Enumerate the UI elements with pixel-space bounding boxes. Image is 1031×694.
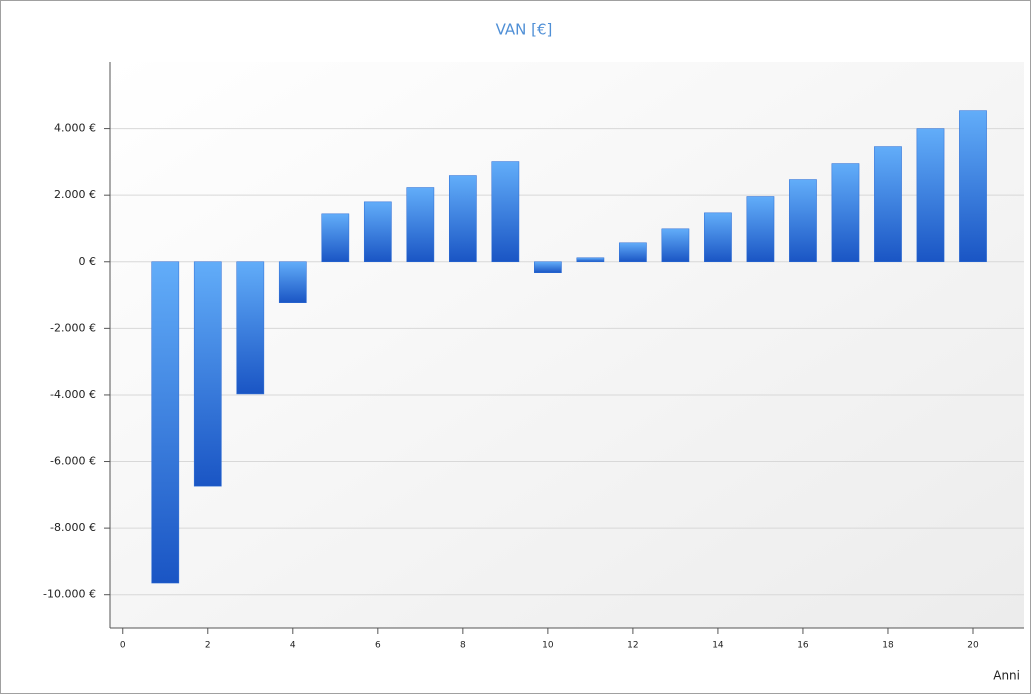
- bar: [363, 201, 392, 263]
- bar: [534, 261, 562, 274]
- bar: [321, 213, 350, 263]
- bar: [746, 196, 775, 263]
- bar: [789, 179, 817, 263]
- bar: [406, 187, 435, 263]
- bar: [661, 228, 690, 263]
- x-tick-label: 8: [460, 641, 466, 651]
- x-tick-label: 6: [375, 641, 381, 651]
- x-tick-label: 16: [797, 641, 809, 651]
- bar: [831, 163, 860, 263]
- bar: [704, 212, 732, 263]
- y-tick-label: -10.000 €: [43, 588, 96, 601]
- x-tick-label: 2: [205, 641, 211, 651]
- x-tick-label: 12: [627, 641, 638, 651]
- bar: [959, 110, 987, 263]
- x-tick-label: 18: [882, 641, 894, 651]
- y-tick-label: 4.000 €: [54, 122, 96, 135]
- x-tick-label: 0: [120, 641, 126, 651]
- x-tick-label: 20: [967, 641, 979, 651]
- x-tick-label: 14: [712, 641, 724, 651]
- bar: [278, 261, 307, 303]
- y-tick-label: 2.000 €: [54, 188, 96, 201]
- bar: [193, 261, 222, 487]
- chart-title: VAN [€]: [496, 21, 553, 39]
- y-tick-label: -8.000 €: [50, 521, 96, 534]
- bar: [576, 257, 605, 263]
- bar: [236, 261, 265, 395]
- x-axis-label: Anni: [993, 669, 1020, 683]
- y-tick-label: -4.000 €: [50, 388, 96, 401]
- bar: [916, 128, 945, 263]
- x-tick-label: 10: [542, 641, 554, 651]
- y-tick-label: -2.000 €: [50, 321, 96, 334]
- bar: [151, 261, 180, 584]
- bar: [874, 146, 902, 263]
- bar: [619, 242, 647, 263]
- y-tick-label: 0 €: [79, 255, 97, 268]
- bar: [448, 175, 477, 263]
- x-tick-label: 4: [290, 641, 296, 651]
- y-tick-label: -6.000 €: [50, 455, 96, 468]
- bar: [491, 161, 520, 263]
